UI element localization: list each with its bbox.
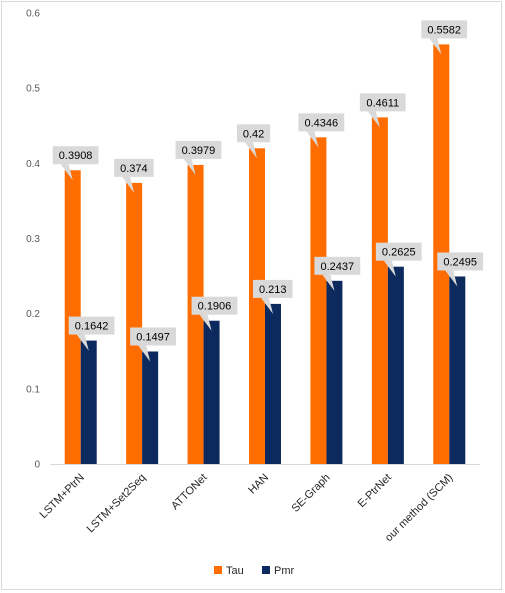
bar-pmr bbox=[326, 280, 343, 464]
bar-tau bbox=[310, 137, 327, 464]
data-label-value: 0.42 bbox=[243, 128, 264, 140]
data-label-pointer bbox=[76, 334, 89, 351]
data-label-box bbox=[359, 93, 406, 112]
category-label: SE-Graph bbox=[289, 472, 332, 515]
legend: Tau Pmr bbox=[214, 565, 295, 577]
data-label-pointer bbox=[122, 176, 135, 193]
data-label-value: 0.2437 bbox=[321, 261, 355, 273]
data-label-box bbox=[375, 242, 422, 261]
data-label-pointer bbox=[322, 274, 335, 291]
data-label-pointer bbox=[445, 270, 458, 287]
category-label: HAN bbox=[246, 472, 271, 497]
data-label-box bbox=[314, 256, 361, 275]
bar-tau bbox=[126, 182, 143, 465]
data-label-pointer bbox=[261, 297, 273, 314]
data-label-value: 0.374 bbox=[120, 163, 148, 175]
bar-pmr bbox=[142, 351, 159, 464]
data-label-value: 0.5582 bbox=[427, 24, 461, 36]
category-label: LSTM+Set2Seq bbox=[85, 472, 149, 536]
legend-swatch bbox=[214, 566, 222, 574]
data-label-box bbox=[421, 20, 468, 39]
data-label: 0.1642 bbox=[68, 316, 115, 351]
bar-pmr bbox=[265, 303, 281, 464]
data-label: 0.1497 bbox=[130, 327, 176, 362]
y-tick-label: 0.3 bbox=[26, 234, 40, 245]
y-axis-ticks: 0 0.1 0.2 0.3 0.4 0.5 0.6 bbox=[26, 9, 40, 471]
bar-tau bbox=[371, 117, 388, 465]
data-label: 0.4611 bbox=[359, 93, 406, 128]
data-label-pointer bbox=[138, 345, 151, 362]
data-label-box bbox=[130, 327, 176, 346]
data-label-value: 0.1906 bbox=[198, 301, 232, 313]
data-label: 0.2495 bbox=[437, 252, 484, 287]
data-label-box bbox=[175, 140, 222, 159]
data-label-value: 0.1642 bbox=[75, 321, 109, 333]
data-label-value: 0.2625 bbox=[382, 247, 416, 259]
y-tick-label: 0.4 bbox=[26, 159, 40, 170]
y-tick-label: 0.5 bbox=[26, 84, 40, 95]
data-label: 0.2437 bbox=[314, 256, 361, 291]
data-label-pointer bbox=[367, 111, 380, 128]
y-tick-label: 0.2 bbox=[26, 309, 40, 320]
data-label-box bbox=[253, 279, 293, 298]
data-label: 0.213 bbox=[253, 279, 293, 314]
data-label-value: 0.3979 bbox=[182, 145, 216, 157]
data-label: 0.2625 bbox=[375, 242, 422, 277]
category-label: our method (SCM) bbox=[383, 472, 455, 544]
data-label-box bbox=[298, 113, 345, 132]
data-label-pointer bbox=[199, 314, 212, 331]
data-label-pointer bbox=[383, 260, 396, 277]
data-label-value: 0.213 bbox=[259, 284, 287, 296]
data-label-box bbox=[114, 158, 154, 177]
data-label-value: 0.4611 bbox=[366, 97, 399, 109]
data-label-pointer bbox=[60, 164, 73, 181]
data-label-box bbox=[52, 146, 99, 165]
legend-label: Tau bbox=[226, 565, 244, 577]
data-label-box bbox=[437, 252, 484, 271]
y-tick-label: 0 bbox=[34, 460, 40, 471]
bar-pmr bbox=[449, 276, 466, 464]
data-label: 0.42 bbox=[237, 124, 271, 159]
legend-swatch bbox=[262, 566, 270, 574]
data-label-value: 0.2495 bbox=[443, 256, 477, 268]
data-label-box bbox=[68, 316, 115, 335]
y-tick-label: 0.6 bbox=[26, 9, 40, 20]
y-tick-label: 0.1 bbox=[26, 384, 40, 395]
category-label: E-PtrNet bbox=[356, 472, 394, 510]
data-label: 0.374 bbox=[114, 158, 154, 193]
data-label: 0.1906 bbox=[191, 296, 238, 331]
data-label: 0.3908 bbox=[52, 146, 99, 181]
data-label: 0.5582 bbox=[421, 20, 468, 55]
data-label-box bbox=[237, 124, 271, 143]
data-label-pointer bbox=[306, 131, 319, 148]
legend-label: Pmr bbox=[274, 565, 295, 577]
data-label: 0.3979 bbox=[175, 140, 222, 175]
bar-pmr bbox=[387, 266, 404, 464]
category-label: LSTM+PtrN bbox=[38, 472, 87, 521]
data-label-pointer bbox=[429, 38, 442, 55]
category-label: ATTONet bbox=[169, 472, 210, 513]
bar-tau bbox=[249, 148, 265, 465]
data-label: 0.4346 bbox=[298, 113, 345, 148]
data-label-pointer bbox=[245, 142, 257, 159]
data-labels: 0.3908 0.1642 0.374 0.1497 0.3979 0.1906 0.42 0… bbox=[52, 20, 484, 362]
bar-pmr bbox=[203, 320, 220, 464]
data-label-box bbox=[191, 296, 238, 315]
data-label-pointer bbox=[183, 158, 196, 175]
bar-pmr bbox=[80, 340, 97, 464]
data-label-value: 0.4346 bbox=[305, 117, 339, 129]
data-label-value: 0.1497 bbox=[136, 331, 170, 343]
data-label-value: 0.3908 bbox=[59, 150, 93, 162]
